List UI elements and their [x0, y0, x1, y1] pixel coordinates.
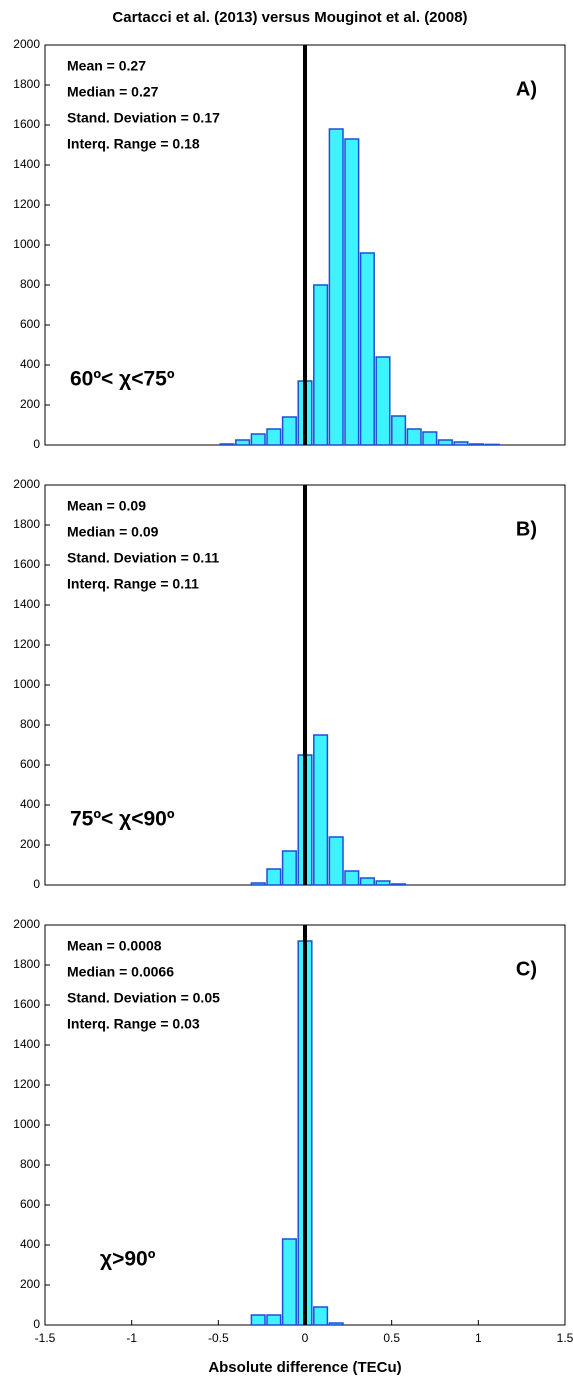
y-tick-label: 1200: [13, 197, 40, 211]
y-tick-label: 0: [33, 1317, 40, 1331]
y-tick-label: 800: [20, 1157, 40, 1171]
bar: [391, 415, 407, 446]
bar: [281, 850, 297, 886]
bar: [406, 428, 422, 446]
y-tick-label: 1800: [13, 77, 40, 91]
y-tick-label: 1400: [13, 597, 40, 611]
x-tick-label: -1.5: [35, 1331, 56, 1345]
y-tick-label: 200: [20, 1277, 40, 1291]
x-tick-label: 0: [302, 1331, 309, 1345]
panel-label: B): [516, 518, 537, 540]
y-tick-label: 1600: [13, 557, 40, 571]
y-tick-label: 1400: [13, 157, 40, 171]
y-tick-label: 800: [20, 277, 40, 291]
x-tick-label: 0.5: [383, 1331, 400, 1345]
bar: [391, 883, 407, 886]
stat-text: Mean = 0.0008: [67, 938, 162, 954]
y-tick-label: 1400: [13, 1037, 40, 1051]
stat-text: Stand. Deviation = 0.17: [67, 110, 220, 126]
y-tick-label: 600: [20, 317, 40, 331]
bar: [328, 836, 344, 886]
y-tick-label: 1600: [13, 117, 40, 131]
y-tick-label: 600: [20, 1197, 40, 1211]
y-tick-label: 400: [20, 1237, 40, 1251]
bar: [281, 416, 297, 446]
x-tick-label: 1.5: [557, 1331, 573, 1345]
bar: [437, 439, 453, 446]
panel-label: C): [516, 958, 537, 980]
bar: [219, 443, 235, 446]
y-tick-label: 2000: [13, 917, 40, 931]
x-tick-label: 1: [475, 1331, 482, 1345]
bar: [313, 284, 329, 446]
bar: [250, 882, 266, 886]
y-tick-label: 1000: [13, 677, 40, 691]
x-tick-label: -1: [126, 1331, 137, 1345]
bar: [328, 1322, 344, 1326]
bar: [344, 138, 360, 446]
range-label: 60º< χ<75º: [70, 368, 175, 391]
bar: [266, 868, 282, 886]
panel-label: A): [516, 78, 537, 100]
y-tick-label: 200: [20, 837, 40, 851]
stat-text: Interq. Range = 0.18: [67, 136, 200, 152]
bar: [375, 880, 391, 886]
y-tick-label: 1800: [13, 957, 40, 971]
y-tick-label: 800: [20, 717, 40, 731]
bar: [344, 870, 360, 886]
y-tick-label: 1200: [13, 637, 40, 651]
bar: [422, 431, 438, 446]
y-tick-label: 1200: [13, 1077, 40, 1091]
bar: [484, 443, 500, 446]
bar: [281, 1238, 297, 1326]
bar: [313, 734, 329, 886]
y-tick-label: 1600: [13, 997, 40, 1011]
x-axis-label: Absolute difference (TECu): [208, 1359, 401, 1376]
stat-text: Median = 0.27: [67, 84, 159, 100]
y-tick-label: 400: [20, 357, 40, 371]
y-tick-label: 200: [20, 397, 40, 411]
y-tick-label: 2000: [13, 37, 40, 51]
bar: [328, 128, 344, 446]
stat-text: Interq. Range = 0.03: [67, 1016, 200, 1032]
bar: [250, 433, 266, 446]
y-tick-label: 1800: [13, 517, 40, 531]
bar: [235, 439, 251, 446]
stat-text: Stand. Deviation = 0.05: [67, 990, 220, 1006]
stat-text: Mean = 0.27: [67, 58, 146, 74]
y-tick-label: 0: [33, 877, 40, 891]
y-tick-label: 400: [20, 797, 40, 811]
bar: [469, 443, 485, 446]
bar: [250, 1314, 266, 1326]
bar: [359, 252, 375, 446]
range-label: χ>90º: [100, 1248, 156, 1271]
stat-text: Stand. Deviation = 0.11: [67, 550, 219, 566]
bar: [359, 877, 375, 886]
y-tick-label: 1000: [13, 237, 40, 251]
bar: [375, 356, 391, 446]
y-tick-label: 600: [20, 757, 40, 771]
y-tick-label: 2000: [13, 477, 40, 491]
bar: [453, 441, 469, 446]
bar: [266, 1314, 282, 1326]
x-tick-label: -0.5: [208, 1331, 229, 1345]
y-tick-label: 0: [33, 437, 40, 451]
bar: [313, 1306, 329, 1326]
bar: [266, 428, 282, 446]
chart-title: Cartacci et al. (2013) versus Mouginot e…: [112, 9, 467, 26]
stat-text: Median = 0.09: [67, 524, 159, 540]
stat-text: Median = 0.0066: [67, 964, 174, 980]
stat-text: Interq. Range = 0.11: [67, 576, 199, 592]
range-label: 75º< χ<90º: [70, 808, 175, 831]
stat-text: Mean = 0.09: [67, 498, 146, 514]
y-tick-label: 1000: [13, 1117, 40, 1131]
